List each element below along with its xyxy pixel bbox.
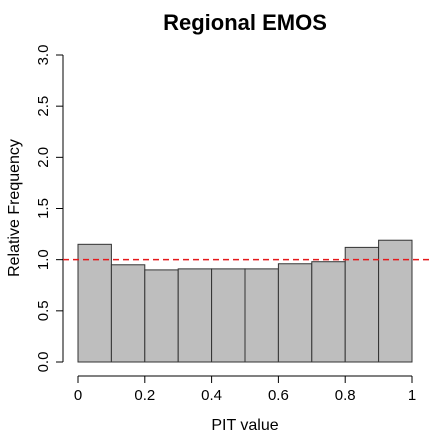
histogram-bar [211, 268, 246, 363]
x-tick-label: 0.4 [201, 387, 222, 404]
histogram-bar [144, 269, 179, 363]
y-tick-label: 2.5 [35, 96, 52, 117]
histogram-bar [177, 268, 213, 363]
histogram-bar [77, 243, 112, 363]
chart-title: Regional EMOS [163, 10, 327, 35]
histogram-bar [344, 246, 380, 363]
histogram-bar [277, 263, 313, 363]
y-tick-label: 3.0 [35, 45, 52, 66]
x-axis-label: PIT value [211, 417, 278, 434]
histogram-bar [110, 264, 146, 363]
histogram-bar [311, 261, 346, 363]
y-tick-label: 0.0 [35, 352, 52, 373]
histogram-bars [77, 239, 413, 363]
x-tick-label: 0.8 [335, 387, 356, 404]
x-tick-label: 0 [74, 387, 82, 404]
x-axis: 0 0.2 0.4 0.6 0.8 1 [74, 375, 416, 404]
x-tick-label: 0.2 [134, 387, 155, 404]
y-tick-label: 2.0 [35, 147, 52, 168]
x-tick-label: 0.6 [268, 387, 289, 404]
x-tick-label: 1 [408, 387, 416, 404]
y-tick-label: 0.5 [35, 300, 52, 321]
y-tick-label: 1.0 [35, 249, 52, 270]
y-axis-label: Relative Frequency [6, 139, 23, 277]
histogram-bar [244, 268, 279, 363]
histogram-bar [378, 239, 413, 363]
y-tick-label: 1.5 [35, 198, 52, 219]
y-axis: 0.0 0.5 1.0 1.5 2.0 2.5 3.0 [35, 45, 64, 373]
